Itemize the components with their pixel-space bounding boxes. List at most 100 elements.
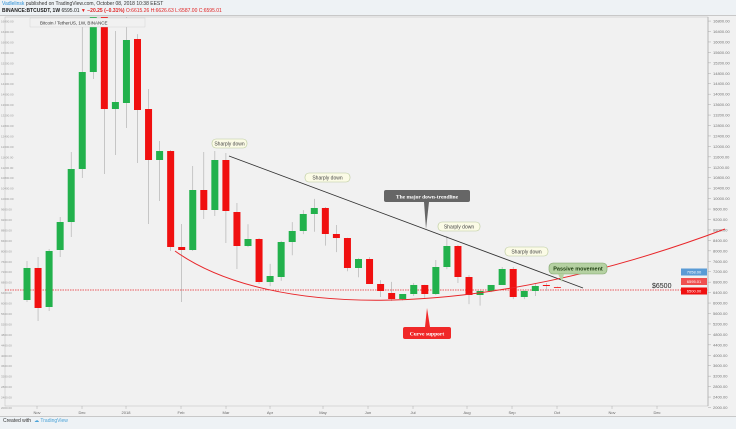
- candle-body: [509, 269, 517, 297]
- candle-body: [288, 230, 296, 243]
- left-y-tick-label: 7600.00: [1, 260, 12, 264]
- candle-body: [266, 276, 274, 283]
- left-y-tick-label: 14800.00: [1, 72, 14, 76]
- candle: [531, 283, 539, 297]
- left-y-tick-label: 3200.00: [1, 375, 12, 379]
- candle: [211, 151, 219, 217]
- x-tick-label: Sep: [508, 410, 516, 415]
- left-y-tick-label: 12800.00: [1, 124, 14, 128]
- y-tick-label: 9200.00: [713, 217, 728, 222]
- callout-text: Sharply down: [214, 142, 245, 148]
- candle-body: [67, 169, 75, 223]
- left-y-tick-label: 16800.00: [1, 20, 14, 24]
- candle-body: [34, 267, 42, 308]
- candle: [67, 152, 75, 237]
- y-tick-label: 15600.00: [713, 50, 730, 55]
- price-badge-box: [681, 268, 707, 276]
- candle-body: [531, 286, 539, 291]
- y-tick-label: 5600.00: [713, 311, 728, 316]
- y-tick-label: 10000.00: [713, 196, 730, 201]
- publish-text: published on TradingView.com, October 08…: [25, 1, 164, 7]
- y-tick-label: 4800.00: [713, 332, 728, 337]
- left-y-tick-label: 6000.00: [1, 302, 12, 306]
- candle: [410, 282, 418, 297]
- left-y-tick-label: 11600.00: [1, 155, 14, 159]
- candle-body: [498, 269, 506, 285]
- candle-body: [277, 242, 285, 277]
- candle-body: [377, 283, 385, 291]
- candle-body: [421, 284, 429, 294]
- candle: [288, 222, 296, 256]
- candle: [321, 206, 329, 246]
- left-y-tick-label: 13600.00: [1, 103, 14, 107]
- y-tick-label: 13600.00: [713, 102, 730, 107]
- candle-body: [432, 266, 440, 294]
- y-tick-label: 15200.00: [713, 60, 730, 65]
- left-y-tick-label: 11200.00: [1, 166, 14, 170]
- ohlc-values: O:6615.26 H:6626.63 L:6587.00 C:6595.01: [125, 8, 222, 14]
- callout-text: Sharply down: [444, 225, 475, 231]
- candle-body: [399, 293, 407, 300]
- tradingview-logo[interactable]: ☁ TradingView: [34, 418, 68, 424]
- candle-body: [343, 238, 351, 268]
- candle-body: [487, 284, 495, 291]
- y-tick-label: 11600.00: [713, 154, 730, 159]
- price-badge-box: [681, 287, 707, 295]
- x-tick-label: Mar: [223, 410, 231, 415]
- candle: [89, 17, 97, 80]
- y-tick-label: 10400.00: [713, 186, 730, 191]
- last-price: 6595.01: [61, 8, 80, 14]
- candle-body: [178, 246, 186, 250]
- x-tick-label: Apr: [267, 410, 274, 415]
- x-tick-label: Jun: [365, 410, 371, 415]
- callout-passive-movement: Passive movement: [548, 262, 608, 282]
- plot-frame: [4, 16, 709, 407]
- level-6500-label: $6500: [652, 283, 672, 290]
- y-tick-label: 6800.00: [713, 280, 728, 285]
- candle: [222, 153, 230, 244]
- y-tick-label: 2400.00: [713, 395, 728, 400]
- y-tick-label: 6400.00: [713, 290, 728, 295]
- author-link[interactable]: Vadlelinsk: [2, 1, 25, 7]
- candle-body: [200, 190, 208, 210]
- x-tick-label: Jul: [410, 410, 415, 415]
- candle-body: [23, 267, 31, 300]
- candle: [111, 31, 119, 156]
- candle: [156, 141, 164, 202]
- x-tick-label: Aug: [463, 410, 470, 415]
- chart-area[interactable]: 16800.00 16800.00 16400.00 16400.00 16000.00…: [0, 15, 736, 417]
- price-badge-text: 6500.00: [687, 289, 702, 294]
- candlestick-chart: 16800.00 16800.00 16400.00 16400.00 16000.00…: [1, 16, 730, 415]
- callout-text: The major down-trendline: [396, 195, 459, 201]
- callout-text: Curve support: [410, 332, 445, 338]
- y-tick-label: 14400.00: [713, 81, 730, 86]
- candle: [332, 224, 340, 253]
- candle-body: [122, 40, 130, 104]
- candle: [377, 280, 385, 298]
- y-tick-label: 9600.00: [713, 207, 728, 212]
- y-tick-label: 12400.00: [713, 133, 730, 138]
- candle-body: [111, 102, 119, 110]
- candle-body: [410, 284, 418, 294]
- candle: [78, 26, 86, 179]
- candle-body: [233, 212, 241, 247]
- left-y-tick-label: 14400.00: [1, 82, 14, 86]
- candle-body: [321, 207, 329, 234]
- left-y-tick-label: 9200.00: [1, 218, 12, 222]
- x-tick-label: Dec: [653, 410, 660, 415]
- y-tick-label: 8800.00: [713, 227, 728, 232]
- candle: [443, 235, 451, 270]
- callout-curve-support: Curve support: [403, 308, 451, 339]
- left-y-tick-label: 10000.00: [1, 197, 14, 201]
- publish-info: Vadlelinsk published on TradingView.com,…: [2, 1, 163, 7]
- major-down-trendline: [228, 155, 584, 289]
- candle-body: [443, 246, 451, 267]
- candle: [189, 166, 197, 251]
- price-badge: 7058.00: [681, 268, 707, 276]
- candle: [310, 198, 318, 232]
- callout-trendline: The major down-trendline: [384, 190, 470, 229]
- y-tick-label: 7200.00: [713, 269, 728, 274]
- candle: [355, 258, 362, 278]
- candle: [100, 17, 108, 174]
- left-y-tick-label: 4000.00: [1, 354, 12, 358]
